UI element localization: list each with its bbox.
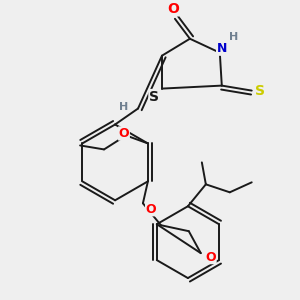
Text: O: O [119, 127, 129, 140]
Text: O: O [146, 203, 156, 216]
Text: N: N [217, 42, 227, 55]
Text: S: S [255, 84, 265, 98]
Text: O: O [206, 250, 216, 264]
Text: H: H [229, 32, 239, 42]
Text: H: H [119, 101, 129, 112]
Text: S: S [149, 90, 159, 104]
Text: O: O [167, 2, 179, 16]
